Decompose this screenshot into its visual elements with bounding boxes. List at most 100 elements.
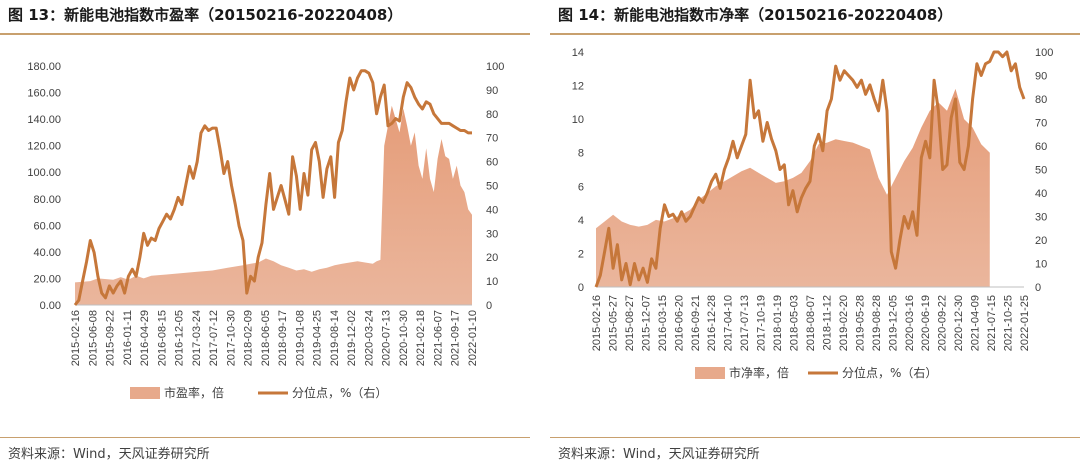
x-tick-label: 2019-12-05 — [887, 295, 899, 351]
x-tick-label: 2018-01-19 — [772, 295, 784, 351]
x-tick-label: 2019-01-08 — [294, 310, 306, 366]
y-left-tick-label: 2 — [578, 248, 584, 260]
y-left-tick-label: 6 — [578, 181, 584, 193]
x-tick-label: 2021-10-25 — [1003, 295, 1015, 351]
x-tick-label: 2015-08-27 — [624, 295, 636, 351]
legend-swatch-area — [695, 367, 725, 379]
x-tick-label: 2017-04-10 — [723, 295, 735, 351]
legend-swatch-area — [130, 387, 160, 399]
y-right-tick-label: 60 — [1035, 141, 1047, 153]
y-left-tick-label: 4 — [578, 215, 584, 227]
x-tick-label: 2015-09-22 — [105, 310, 117, 366]
pe-chart: 0.00 20.00 40.00 60.00 80.00 100.00 120.00 140.… — [27, 61, 504, 400]
x-tick-label: 2019-08-28 — [871, 295, 883, 351]
source-divider — [0, 437, 530, 438]
y-left-tick-label: 12 — [572, 81, 584, 93]
y-left-tick-label: 180.00 — [27, 61, 61, 73]
y-right-tick-label: 80 — [1035, 94, 1047, 106]
x-tick-label: 2018-08-07 — [805, 295, 817, 351]
y-right-tick-label: 90 — [1035, 71, 1047, 83]
x-tick-label: 2019-08-14 — [329, 310, 341, 366]
legend-label-area: 市盈率，倍 — [164, 385, 224, 400]
x-tick-label: 2016-06-20 — [673, 295, 685, 351]
x-tick-label: 2016-09-21 — [690, 295, 702, 351]
y-right-tick-label: 50 — [1035, 165, 1047, 177]
x-tick-label: 2016-08-15 — [156, 310, 168, 366]
source-divider — [550, 437, 1080, 438]
y-right-tick-label: 80 — [486, 109, 498, 121]
y-right-tick-label: 60 — [486, 157, 498, 169]
y-right-tick-label: 40 — [486, 204, 498, 216]
legend-label-line: 分位点，%（右） — [842, 365, 937, 380]
x-tick-label: 2018-02-09 — [243, 310, 255, 366]
y-right-tick-label: 40 — [1035, 188, 1047, 200]
y-right-tick-label: 70 — [486, 133, 498, 145]
x-tick-label: 2020-03-16 — [904, 295, 916, 351]
x-tick-label: 2016-01-11 — [122, 310, 134, 365]
x-tick-label: 2016-03-15 — [657, 295, 669, 351]
x-tick-label: 2018-09-17 — [277, 310, 289, 366]
area-series-市盈率，倍 — [75, 105, 472, 305]
x-tick-label: 2022-01-10 — [467, 310, 479, 366]
x-tick-label: 2015-12-07 — [640, 295, 652, 351]
y-left-tick-label: 120.00 — [27, 141, 61, 153]
y-left-tick-label: 0.00 — [40, 300, 61, 312]
x-tick-label: 2021-06-07 — [433, 310, 445, 366]
x-tick-label: 2015-06-08 — [87, 310, 99, 366]
y-right-tick-label: 100 — [486, 61, 504, 73]
y-left-tick-label: 14 — [572, 47, 584, 59]
y-left-tick-label: 140.00 — [27, 114, 61, 126]
y-left-tick-label: 160.00 — [27, 88, 61, 100]
x-tick-label: 2017-03-24 — [191, 310, 203, 366]
x-tick-label: 2017-10-30 — [225, 310, 237, 366]
x-tick-label: 2017-07-12 — [208, 310, 220, 366]
title-divider — [0, 33, 530, 35]
y-right-tick-label: 30 — [1035, 212, 1047, 224]
y-right-tick-label: 20 — [486, 252, 498, 264]
line-series-分位点，%（右） — [594, 50, 1026, 288]
x-tick-label: 2020-09-22 — [937, 295, 949, 351]
source-note: 资料来源：Wind，天风证券研究所 — [8, 447, 210, 462]
x-tick-label: 2015-02-16 — [70, 310, 82, 366]
source-note: 资料来源：Wind，天风证券研究所 — [558, 447, 760, 462]
x-tick-label: 2020-12-30 — [953, 295, 965, 351]
pb-chart: 0 2 4 6 8 10 12 14 0 10 20 30 40 50 60 70 80 90 100 2015-02… — [572, 47, 1054, 380]
x-tick-label: 2020-06-19 — [920, 295, 932, 351]
x-tick-label: 2015-02-16 — [591, 295, 603, 351]
y-right-tick-label: 0 — [1035, 282, 1041, 294]
x-tick-label: 2018-11-12 — [822, 295, 834, 350]
x-tick-label: 2016-12-05 — [174, 310, 186, 366]
y-right-tick-label: 50 — [486, 181, 498, 193]
x-tick-label: 2019-12-02 — [346, 310, 358, 366]
x-tick-label: 2020-07-13 — [381, 310, 393, 366]
legend-label-area: 市净率，倍 — [729, 365, 789, 380]
y-right-tick-label: 100 — [1035, 47, 1053, 59]
x-tick-label: 2019-04-25 — [312, 310, 324, 366]
y-right-tick-label: 10 — [1035, 259, 1047, 271]
x-tick-label: 2016-12-28 — [706, 295, 718, 351]
y-right-tick-label: 10 — [486, 276, 498, 288]
y-left-tick-label: 60.00 — [33, 220, 61, 232]
x-tick-label: 2021-02-18 — [415, 310, 427, 366]
x-tick-label: 2017-10-19 — [756, 295, 768, 351]
line-series-分位点，%（右） — [73, 69, 472, 306]
y-right-tick-label: 0 — [486, 300, 492, 312]
y-right-tick-label: 70 — [1035, 118, 1047, 130]
y-left-tick-label: 20.00 — [33, 273, 61, 285]
x-tick-label: 2015-05-27 — [608, 295, 620, 351]
x-tick-label: 2019-02-20 — [838, 295, 850, 351]
x-tick-label: 2021-07-15 — [986, 295, 998, 351]
y-left-tick-label: 40.00 — [33, 247, 61, 259]
x-tick-label: 2020-03-24 — [363, 310, 375, 366]
y-left-tick-label: 100.00 — [27, 167, 61, 179]
y-left-tick-label: 80.00 — [33, 194, 61, 206]
y-left-tick-label: 8 — [578, 148, 584, 160]
figure-title: 图 13：新能电池指数市盈率（20150216-20220408） — [8, 6, 403, 24]
y-right-tick-label: 20 — [1035, 235, 1047, 247]
x-tick-label: 2018-05-03 — [789, 295, 801, 351]
legend-label-line: 分位点，%（右） — [292, 385, 387, 400]
x-tick-label: 2022-01-25 — [1019, 295, 1031, 351]
y-right-tick-label: 90 — [486, 85, 498, 97]
figure-title: 图 14：新能电池指数市净率（20150216-20220408） — [558, 6, 953, 24]
x-tick-label: 2021-09-17 — [450, 310, 462, 366]
